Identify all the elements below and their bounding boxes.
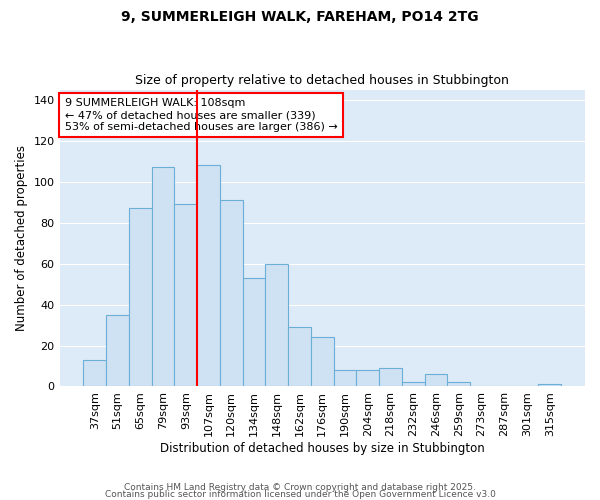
Bar bbox=[425, 374, 448, 386]
Text: Contains public sector information licensed under the Open Government Licence v3: Contains public sector information licen… bbox=[104, 490, 496, 499]
Bar bbox=[197, 166, 220, 386]
Bar bbox=[379, 368, 402, 386]
Bar bbox=[538, 384, 561, 386]
Text: 9, SUMMERLEIGH WALK, FAREHAM, PO14 2TG: 9, SUMMERLEIGH WALK, FAREHAM, PO14 2TG bbox=[121, 10, 479, 24]
Bar bbox=[265, 264, 288, 386]
Bar bbox=[175, 204, 197, 386]
Bar bbox=[152, 168, 175, 386]
Bar bbox=[288, 327, 311, 386]
Bar bbox=[129, 208, 152, 386]
Title: Size of property relative to detached houses in Stubbington: Size of property relative to detached ho… bbox=[136, 74, 509, 87]
Text: 9 SUMMERLEIGH WALK: 108sqm
← 47% of detached houses are smaller (339)
53% of sem: 9 SUMMERLEIGH WALK: 108sqm ← 47% of deta… bbox=[65, 98, 338, 132]
Text: Contains HM Land Registry data © Crown copyright and database right 2025.: Contains HM Land Registry data © Crown c… bbox=[124, 484, 476, 492]
Bar bbox=[311, 338, 334, 386]
Bar bbox=[83, 360, 106, 386]
Bar bbox=[106, 315, 129, 386]
Bar bbox=[448, 382, 470, 386]
Bar bbox=[356, 370, 379, 386]
Bar bbox=[220, 200, 242, 386]
Bar bbox=[334, 370, 356, 386]
Bar bbox=[242, 278, 265, 386]
Y-axis label: Number of detached properties: Number of detached properties bbox=[15, 145, 28, 331]
Bar bbox=[402, 382, 425, 386]
X-axis label: Distribution of detached houses by size in Stubbington: Distribution of detached houses by size … bbox=[160, 442, 485, 455]
